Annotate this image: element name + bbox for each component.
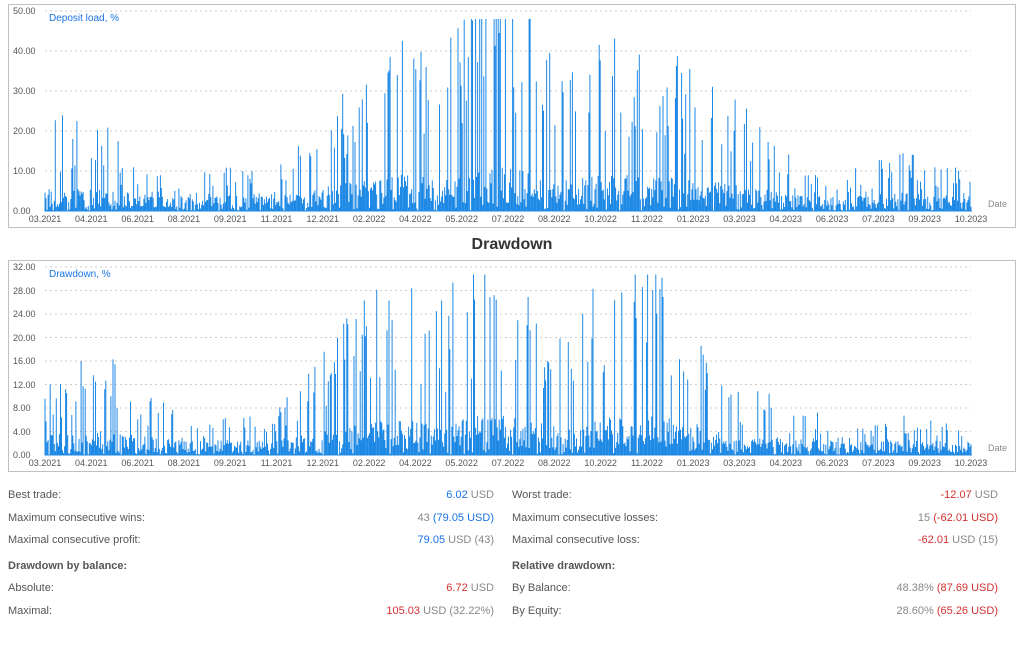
stats-row: Maximum consecutive wins: 43 (79.05 USD) (8, 507, 494, 530)
drawdown-plot: 0.004.008.0012.0016.0020.0024.0028.0032.… (9, 261, 1015, 471)
stats-value: 48.38% (87.69 USD) (896, 580, 998, 597)
stats-row: By Balance: 48.38% (87.69 USD) (512, 577, 998, 600)
stats-value: 79.05 USD (43) (418, 532, 494, 549)
stats-row: Worst trade: -12.07 USD (512, 484, 998, 507)
stats-label: Worst trade: (512, 487, 572, 504)
stats-label: Drawdown by balance: (8, 558, 127, 575)
stats-value: 15 (-62.01 USD) (918, 510, 998, 527)
stats-table: Best trade: 6.02 USD Maximum consecutive w… (8, 484, 1016, 622)
stats-value: 6.02 USD (446, 487, 494, 504)
stats-row: Relative drawdown: (512, 552, 998, 578)
deposit-load-chart: Deposit load, % 0.0010.0020.0030.0040.00… (8, 4, 1016, 228)
stats-label: By Balance: (512, 580, 571, 597)
stats-value: -62.01 USD (15) (918, 532, 998, 549)
x-axis-title: Date (988, 443, 1007, 453)
stats-label: By Equity: (512, 603, 562, 620)
deposit-load-plot: 0.0010.0020.0030.0040.0050.0003.202104.2… (9, 5, 1015, 227)
stats-label: Maximal: (8, 603, 52, 620)
stats-label: Absolute: (8, 580, 54, 597)
stats-row: Best trade: 6.02 USD (8, 484, 494, 507)
stats-row: Maximal consecutive loss: -62.01 USD (15) (512, 529, 998, 552)
stats-left-column: Best trade: 6.02 USD Maximum consecutive w… (8, 484, 512, 622)
x-axis-title: Date (988, 199, 1007, 209)
drawdown-chart: Drawdown, % 0.004.008.0012.0016.0020.002… (8, 260, 1016, 472)
stats-row: Maximum consecutive losses: 15 (-62.01 US… (512, 507, 998, 530)
stats-row: Drawdown by balance: (8, 552, 494, 578)
stats-value: -12.07 USD (941, 487, 999, 504)
stats-label: Maximal consecutive loss: (512, 532, 640, 549)
stats-row: Absolute: 6.72 USD (8, 577, 494, 600)
stats-value: 105.03 USD (32.22%) (386, 603, 494, 620)
stats-label: Maximal consecutive profit: (8, 532, 141, 549)
stats-label: Relative drawdown: (512, 558, 615, 575)
stats-value: 43 (79.05 USD) (418, 510, 494, 527)
stats-label: Maximum consecutive losses: (512, 510, 658, 527)
stats-value: 28.60% (65.26 USD) (896, 603, 998, 620)
stats-value: 6.72 USD (446, 580, 494, 597)
stats-row: Maximal: 105.03 USD (32.22%) (8, 600, 494, 623)
stats-label: Maximum consecutive wins: (8, 510, 145, 527)
drawdown-title: Drawdown (8, 236, 1016, 254)
stats-row: Maximal consecutive profit: 79.05 USD (43… (8, 529, 494, 552)
stats-right-column: Worst trade: -12.07 USD Maximum consecutiv… (512, 484, 1016, 622)
stats-row: By Equity: 28.60% (65.26 USD) (512, 600, 998, 623)
stats-label: Best trade: (8, 487, 61, 504)
